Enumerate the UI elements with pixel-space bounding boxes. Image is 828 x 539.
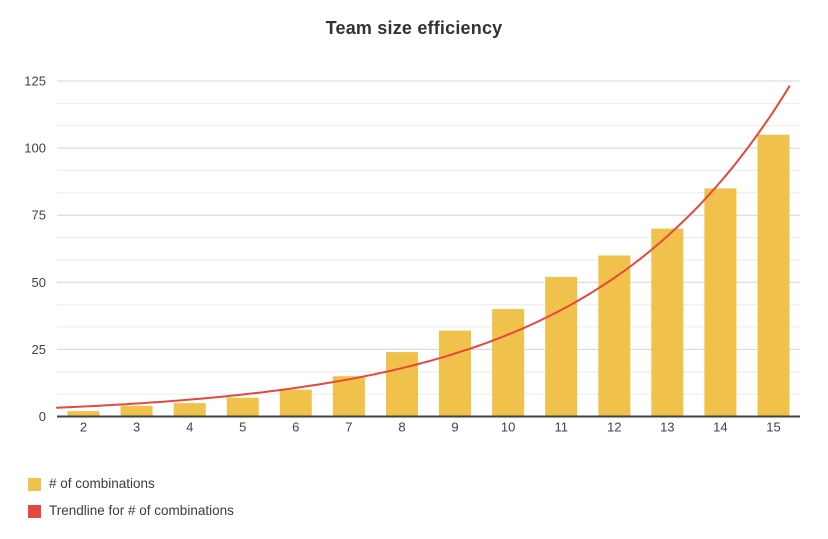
legend-label: Trendline for # of combinations <box>49 503 234 518</box>
chart-legend: # of combinations Trendline for # of com… <box>28 477 234 518</box>
bar-combinations-2 <box>67 411 100 417</box>
x-tick-label: 13 <box>660 420 674 435</box>
bar-combinations-7 <box>332 376 365 417</box>
bar-combinations-10 <box>492 309 525 417</box>
x-tick-label: 12 <box>607 420 621 435</box>
y-tick-label: 50 <box>32 275 46 290</box>
x-tick-label: 5 <box>239 420 246 435</box>
legend-item-combinations: # of combinations <box>28 477 234 491</box>
bar-combinations-9 <box>439 330 471 417</box>
x-tick-label: 9 <box>451 420 458 435</box>
y-tick-label: 125 <box>24 74 46 89</box>
bar-combinations-14 <box>704 188 737 417</box>
x-tick-label: 8 <box>398 420 405 435</box>
legend-label: # of combinations <box>49 476 155 491</box>
x-tick-label: 15 <box>766 420 780 435</box>
bar-combinations-15 <box>757 134 790 417</box>
x-tick-label: 10 <box>501 420 515 435</box>
y-tick-label: 0 <box>39 409 46 424</box>
x-tick-label: 4 <box>186 420 193 435</box>
trendline-color-swatch <box>28 504 41 518</box>
bar-combinations-13 <box>651 228 684 417</box>
x-tick-label: 3 <box>133 420 140 435</box>
y-tick-label: 25 <box>32 342 46 357</box>
bar-combinations-6 <box>279 389 312 417</box>
bar-combinations-8 <box>386 352 418 417</box>
trendline-curve <box>56 85 791 409</box>
bar-combinations-5 <box>226 397 259 417</box>
x-tick-label: 14 <box>713 420 727 435</box>
series-color-swatch <box>28 477 41 491</box>
bar-combinations-3 <box>120 405 153 417</box>
x-tick-label: 6 <box>292 420 299 435</box>
chart-title: Team size efficiency <box>325 18 503 38</box>
legend-item-trendline: Trendline for # of combinations <box>28 504 234 518</box>
bar-combinations-4 <box>173 403 206 417</box>
y-tick-label: 75 <box>32 208 46 223</box>
x-tick-label: 11 <box>554 420 568 435</box>
chart-canvas: 0 25 50 75 100 125 2 3 4 5 6 7 8 9 10 11 12 13 14 15 <box>24 74 800 435</box>
x-tick-label: 2 <box>80 420 87 435</box>
x-tick-label: 7 <box>345 420 352 435</box>
y-tick-label: 100 <box>24 141 46 156</box>
bar-combinations-12 <box>598 255 631 417</box>
bar-combinations-11 <box>545 276 578 417</box>
